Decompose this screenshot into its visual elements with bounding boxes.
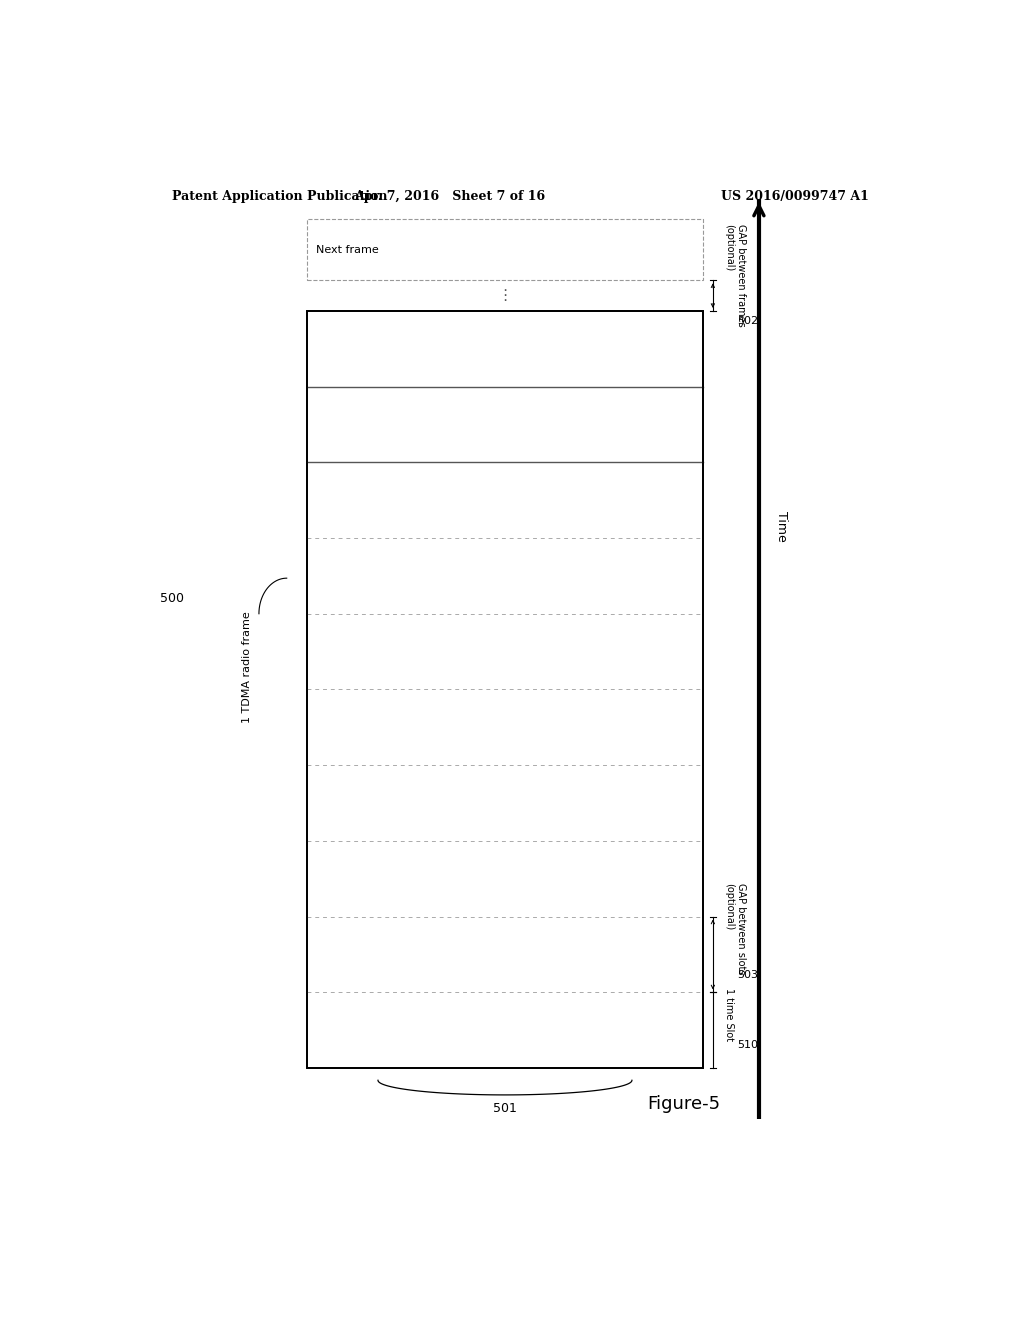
Text: Apr. 7, 2016   Sheet 7 of 16: Apr. 7, 2016 Sheet 7 of 16 <box>354 190 545 202</box>
Text: Patent Application Publication: Patent Application Publication <box>172 190 387 202</box>
Bar <box>306 312 703 1068</box>
Text: 501: 501 <box>493 1102 517 1115</box>
Text: 500: 500 <box>160 591 183 605</box>
Text: ⋮: ⋮ <box>498 288 513 304</box>
Text: GAP between slots
(optional): GAP between slots (optional) <box>724 883 745 975</box>
Text: 510: 510 <box>736 1040 758 1051</box>
Text: 1 time Slot: 1 time Slot <box>724 989 734 1041</box>
Text: 503: 503 <box>736 970 758 979</box>
Text: GAP between frames
(optional): GAP between frames (optional) <box>724 224 745 326</box>
Text: 1 TDMA radio frame: 1 TDMA radio frame <box>242 611 252 722</box>
Text: Figure-5: Figure-5 <box>647 1094 720 1113</box>
Text: 502: 502 <box>736 315 758 326</box>
Text: US 2016/0099747 A1: US 2016/0099747 A1 <box>721 190 868 202</box>
Bar <box>306 312 703 1068</box>
Text: Next frame: Next frame <box>316 246 379 255</box>
Bar <box>306 219 703 280</box>
Text: Time: Time <box>774 511 787 543</box>
